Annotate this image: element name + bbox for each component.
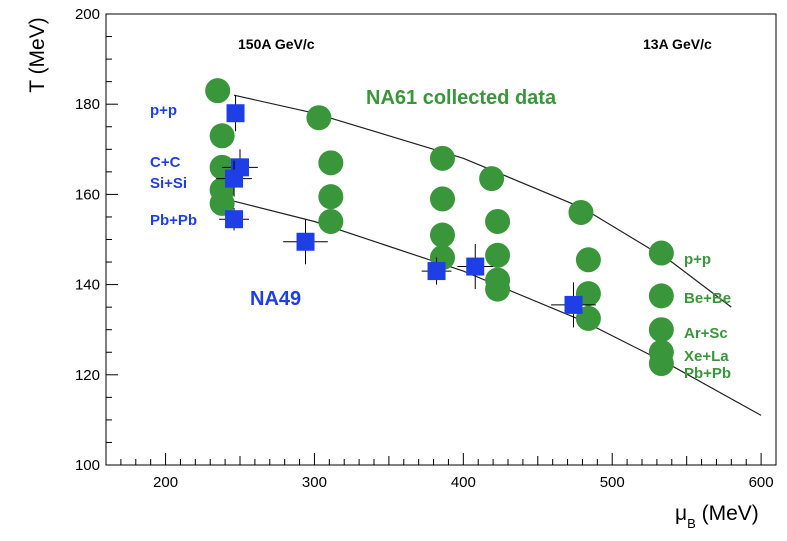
- y-tick-label: 140: [75, 277, 100, 294]
- na49-label-cc: C+C: [150, 154, 181, 171]
- na49-point: [427, 262, 446, 281]
- x-tick-label: 300: [302, 474, 327, 491]
- lower-curve: [224, 198, 762, 416]
- na61-point: [429, 222, 455, 248]
- na61-point: [485, 208, 511, 234]
- na61-point: [209, 123, 235, 149]
- na61-point: [648, 240, 674, 266]
- x-axis-title-unit: (MeV): [696, 502, 759, 525]
- x-tick-label: 400: [451, 474, 476, 491]
- na49-label-pp: p+p: [150, 102, 177, 119]
- na61-point: [429, 145, 455, 171]
- na61-point: [205, 78, 231, 104]
- na49-point: [226, 104, 245, 123]
- na61-label-pbpb: Pb+Pb: [684, 365, 731, 382]
- na61-point: [306, 105, 332, 131]
- na49-annotation: NA49: [250, 288, 301, 310]
- na61-point: [479, 166, 505, 192]
- na61-point: [648, 317, 674, 343]
- na61-point: [429, 186, 455, 212]
- na49-point: [564, 295, 583, 314]
- x-tick-label: 500: [600, 474, 625, 491]
- na61-point: [485, 276, 511, 302]
- na61-label-arsc: Ar+Sc: [684, 325, 728, 342]
- na49-point: [296, 232, 315, 251]
- na61-point: [485, 242, 511, 268]
- na61-label-xela: Xe+La: [684, 348, 729, 365]
- na61-point: [318, 150, 344, 176]
- x-tick-label: 600: [749, 474, 774, 491]
- energy-label-right: 13A GeV/c: [643, 36, 712, 52]
- na61-annotation: NA61 collected data: [366, 87, 557, 109]
- na61-point: [568, 199, 594, 225]
- energy-label-left: 150A GeV/c: [238, 36, 315, 52]
- na49-point: [466, 257, 485, 276]
- na61-label-pp: p+p: [684, 251, 711, 268]
- na61-point: [209, 190, 235, 216]
- y-axis-title: T (MeV): [26, 17, 49, 92]
- na49-label-sisi: Si+Si: [150, 175, 187, 192]
- na61-point: [318, 208, 344, 234]
- x-axis-title: μB (MeV): [675, 502, 759, 531]
- x-tick-label: 200: [153, 474, 178, 491]
- y-tick-label: 120: [75, 367, 100, 384]
- na49-point: [225, 169, 244, 188]
- axes: 100 120 140 160 180 200 200 300 400 500 600: [75, 6, 777, 491]
- na61-label-bebe: Be+Be: [684, 290, 731, 307]
- na49-label-pbpb: Pb+Pb: [150, 212, 197, 229]
- na49-point: [225, 210, 244, 229]
- upper-curve: [233, 94, 732, 308]
- na61-point: [575, 247, 601, 273]
- y-tick-label: 160: [75, 186, 100, 203]
- na61-point: [648, 283, 674, 309]
- model-curves: [224, 94, 762, 416]
- y-tick-label: 100: [75, 457, 100, 474]
- na49-series: [216, 95, 596, 328]
- y-tick-label: 200: [75, 6, 100, 23]
- na61-point: [648, 351, 674, 377]
- y-tick-label: 180: [75, 96, 100, 113]
- x-axis-title-subscript: B: [687, 516, 696, 531]
- na61-point: [318, 184, 344, 210]
